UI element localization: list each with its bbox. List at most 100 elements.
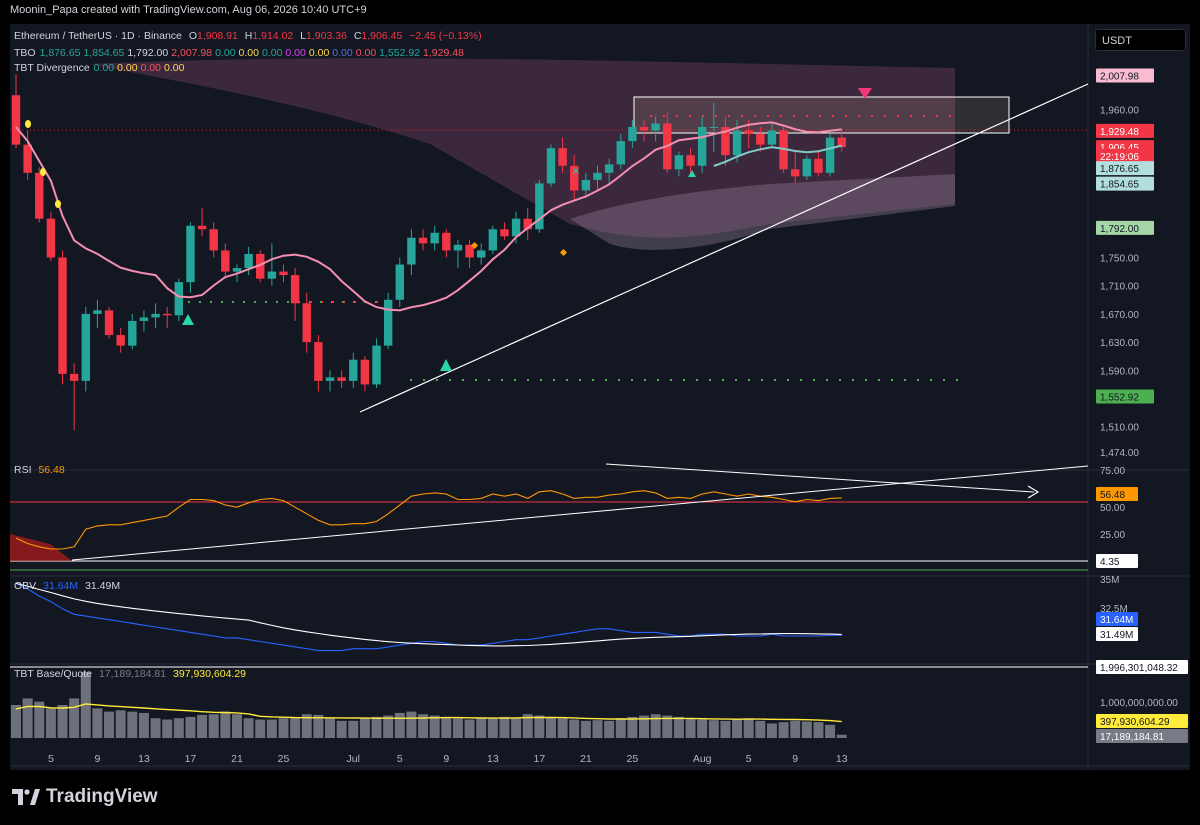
price-axis-tick: 1,630.00: [1100, 338, 1139, 349]
bq-volume-bar: [499, 716, 510, 738]
tbo-ma-line: [15, 121, 842, 312]
tradingview-logo[interactable]: TradingView: [12, 786, 158, 808]
tradingview-logo-text: TradingView: [46, 786, 158, 807]
candle-body: [256, 253, 265, 279]
candle-body: [593, 172, 602, 180]
candle-body: [744, 130, 753, 135]
legend-tbo-value: 0.00: [332, 47, 353, 59]
legend-open-label: O: [188, 30, 197, 42]
buy-signal-marker: [688, 170, 696, 177]
bq-volume-bar: [231, 714, 242, 738]
legend-close: 1,906.45: [361, 30, 403, 42]
bq-volume-bar: [545, 716, 556, 738]
obv-axis-tick: 32.5M: [1100, 604, 1128, 615]
bq-volume-bar: [255, 719, 266, 738]
price-axis-tick: 1,750.00: [1100, 253, 1139, 264]
legend-div-value: 0.00: [117, 62, 138, 74]
time-axis-label: 5: [746, 753, 752, 765]
price-label: 1,792.00: [1100, 224, 1139, 235]
currency-button[interactable]: USDT: [1095, 29, 1186, 51]
bq-volume-bar: [708, 720, 719, 738]
legend-rsi: RSI 56.48: [14, 464, 69, 476]
bq-volume-bar: [580, 720, 591, 738]
candle-body: [604, 164, 614, 173]
orange-diamond-marker: [470, 241, 479, 250]
obv-label-bg: [1096, 627, 1138, 641]
legend-close-label: C: [353, 30, 362, 42]
chart-svg[interactable]: × 1,960.00 1,750.00 1,710.00 1,670.00 1,630.0…: [10, 24, 1190, 770]
candle-body: [209, 229, 218, 251]
time-axis-label: 17: [185, 753, 197, 765]
candle-body: [511, 218, 521, 237]
rsi-axis-tick: 50.00: [1100, 503, 1125, 514]
legend-tbo-value: 0.00: [355, 47, 377, 59]
candle-body: [221, 250, 230, 272]
candle-body: [721, 127, 730, 156]
bq-volume-bar: [57, 705, 68, 738]
price-label: 1,906.45: [1100, 143, 1139, 154]
obv-label: 31.64M: [1100, 615, 1133, 626]
rsi-axis-tick: 25.00: [1100, 530, 1125, 541]
price-label: 2,007.98: [1100, 72, 1139, 83]
bq-volume-bar: [80, 672, 91, 738]
obv-label: 31.49M: [1100, 630, 1133, 641]
candle-body: [11, 95, 21, 145]
bq-volume-bar: [766, 723, 777, 738]
price-label-bg: [1096, 176, 1154, 191]
rsi-descending-trendline: [605, 463, 1035, 493]
legend-rsi-value: 56.48: [38, 464, 65, 476]
time-axis-label: 9: [94, 753, 100, 765]
price-axis-tick: 1,960.00: [1100, 105, 1139, 116]
legend-change: −2.45 (−0.13%): [409, 30, 482, 42]
legend-tbo-value: 0.00: [261, 47, 283, 59]
bq-volume-bar: [69, 698, 80, 738]
candle-body: [46, 218, 56, 258]
legend-base-quote: TBT Base/Quote 17,189,184.81 397,930,604…: [14, 668, 250, 680]
bq-volume-bar: [569, 719, 580, 738]
price-label: 1,876.65: [1100, 164, 1139, 175]
legend-obv-name: OBV: [14, 580, 37, 592]
obv-axis-tick: 35M: [1100, 575, 1119, 586]
candle-body: [35, 172, 44, 219]
legend-tbo-value: 1,854.65: [83, 47, 125, 59]
tradingview-logo-icon: [12, 789, 40, 805]
bq-volume-bar: [464, 719, 475, 738]
candle-body: [349, 359, 358, 381]
bq-volume-bar: [615, 718, 626, 738]
candle-body: [709, 127, 718, 128]
price-label: 1,552.92: [1100, 392, 1139, 403]
obv-sma-line: [15, 582, 842, 647]
time-axis-label: 17: [534, 753, 546, 765]
bq-volume-bar: [778, 722, 789, 738]
bq-volume-bar: [650, 714, 661, 738]
tbo-cloud-lower: [570, 174, 955, 250]
bq-volume-bar: [173, 718, 184, 738]
legend-bq-v1: 17,189,184.81: [98, 668, 167, 680]
time-axis-label: 13: [487, 753, 499, 765]
price-axis-tick: 1,670.00: [1100, 310, 1139, 321]
bq-volume-bar: [313, 714, 324, 738]
candle-body: [651, 123, 660, 131]
chart-area[interactable]: × 1,960.00 1,750.00 1,710.00 1,670.00 1,630.0…: [10, 24, 1190, 770]
legend-tbo-value: 0.00: [238, 47, 259, 59]
candle-body: [802, 158, 812, 177]
time-axis-label: Aug: [693, 753, 712, 765]
bq-label: 1,996,301,048.32: [1100, 663, 1178, 674]
cross-marker: ×: [572, 164, 579, 178]
candle-body: [418, 237, 428, 244]
candle-body: [500, 229, 509, 237]
time-axis-label: 13: [836, 753, 848, 765]
candle-body: [628, 127, 637, 142]
time-axis-label: 9: [792, 753, 798, 765]
bq-volume-bar: [208, 714, 219, 738]
bq-volume-bar: [115, 710, 126, 738]
candle-body: [197, 225, 207, 230]
candle-body: [616, 141, 625, 165]
time-axis-label: 5: [397, 753, 403, 765]
price-axis-tick: 1,590.00: [1100, 366, 1139, 377]
bq-volume-bar: [406, 711, 417, 738]
candle-body: [81, 313, 90, 381]
rsi-label-bg: [1096, 487, 1138, 501]
candle-body: [453, 244, 463, 251]
legend-div-value: 0.00: [140, 62, 161, 74]
